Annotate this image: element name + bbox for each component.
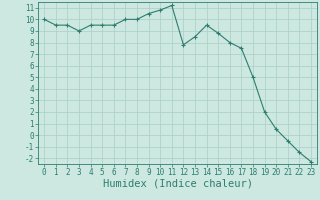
- X-axis label: Humidex (Indice chaleur): Humidex (Indice chaleur): [103, 179, 252, 189]
